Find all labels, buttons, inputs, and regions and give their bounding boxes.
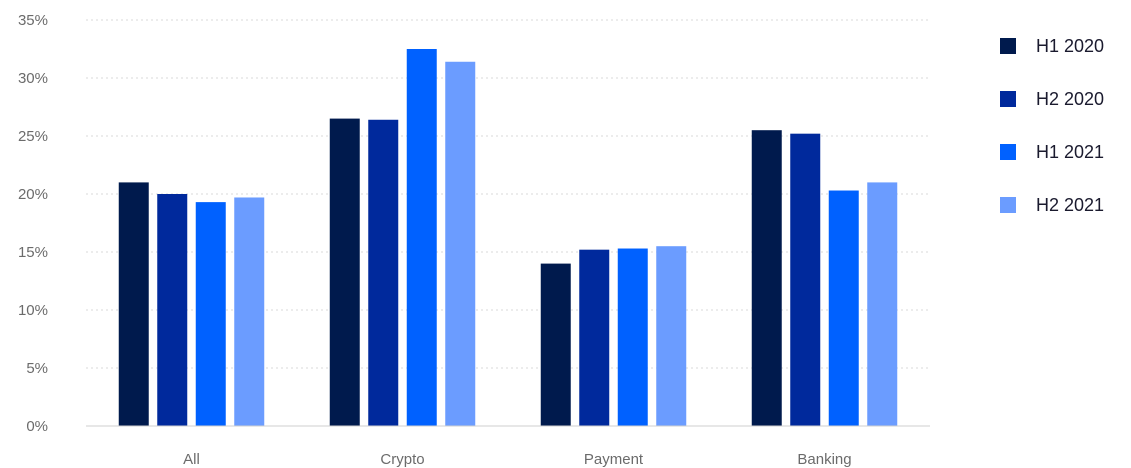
bars bbox=[118, 49, 898, 426]
bar bbox=[445, 61, 476, 426]
bar-chart: 0% 5% 10% 15% 20% 25% 30% 35% All Crypto Payment B… bbox=[18, 12, 930, 468]
legend-item: H1 2020 bbox=[1000, 34, 1104, 58]
x-tick-label: Banking bbox=[797, 451, 851, 468]
legend-item: H2 2021 bbox=[1000, 193, 1104, 217]
legend-label: H1 2021 bbox=[1036, 141, 1105, 162]
bar bbox=[234, 197, 265, 426]
bar bbox=[751, 130, 782, 426]
legend: H1 2020 H2 2020 H1 2021 H2 2021 bbox=[1000, 34, 1104, 246]
y-tick-label: 5% bbox=[26, 360, 48, 377]
x-tick-label: Crypto bbox=[380, 451, 424, 468]
y-tick-label: 25% bbox=[18, 128, 48, 145]
bar bbox=[790, 133, 821, 426]
gridlines bbox=[86, 19, 930, 369]
bar bbox=[540, 263, 571, 426]
legend-label: H1 2020 bbox=[1036, 35, 1105, 56]
y-tick-label: 30% bbox=[18, 70, 48, 87]
y-tick-label: 35% bbox=[18, 12, 48, 29]
legend-label: H2 2021 bbox=[1036, 194, 1105, 215]
bar bbox=[867, 182, 898, 426]
legend-swatch bbox=[1000, 197, 1016, 213]
y-tick-label: 0% bbox=[26, 418, 48, 435]
legend-label: H2 2020 bbox=[1036, 88, 1105, 109]
bar bbox=[368, 119, 399, 426]
bar bbox=[579, 249, 610, 426]
bar bbox=[656, 246, 687, 426]
legend-swatch bbox=[1000, 144, 1016, 160]
legend-item: H1 2021 bbox=[1000, 140, 1104, 164]
y-axis: 0% 5% 10% 15% 20% 25% 30% 35% bbox=[18, 12, 48, 435]
y-tick-label: 10% bbox=[18, 302, 48, 319]
y-tick-label: 20% bbox=[18, 186, 48, 203]
bar bbox=[118, 182, 149, 426]
bar bbox=[406, 49, 437, 426]
legend-swatch bbox=[1000, 38, 1016, 54]
legend-swatch bbox=[1000, 91, 1016, 107]
bar bbox=[617, 248, 648, 426]
bar bbox=[828, 190, 859, 426]
x-tick-label: All bbox=[183, 451, 200, 468]
bar bbox=[329, 118, 360, 426]
x-axis: All Crypto Payment Banking bbox=[183, 451, 851, 468]
y-tick-label: 15% bbox=[18, 244, 48, 261]
x-tick-label: Payment bbox=[584, 451, 644, 468]
legend-item: H2 2020 bbox=[1000, 87, 1104, 111]
bar bbox=[195, 202, 226, 426]
bar bbox=[157, 194, 188, 426]
